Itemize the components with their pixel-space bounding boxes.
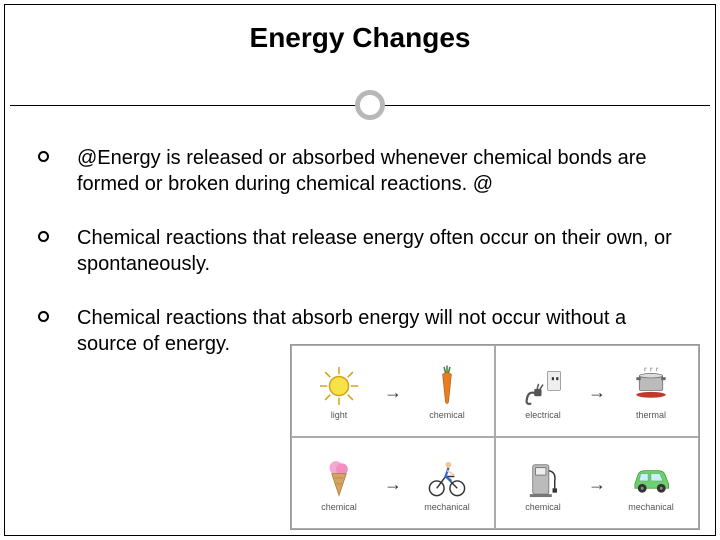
arrow-icon: → [588,474,606,495]
diagram-label: mechanical [424,502,470,512]
bullet-icon [38,231,49,242]
diagram-pair-left: electrical [505,364,580,420]
energy-diagram: light → chemical electrical → [290,344,700,530]
diagram-cell: chemical → mechanical [291,437,495,529]
sun-icon [317,364,361,408]
arrow-icon: → [384,382,402,403]
bullet-icon [38,151,49,162]
plug-icon [521,364,565,408]
carrot-icon [425,364,469,408]
diagram-pair-left: chemical [301,456,376,512]
icecream-icon [317,456,361,500]
diagram-label: electrical [525,410,561,420]
bullet-text: Chemical reactions that release energy o… [77,225,690,277]
bullet-text: @Energy is released or absorbed whenever… [77,145,690,197]
diagram-label: chemical [321,502,357,512]
car-icon [629,456,673,500]
diagram-pair-right: thermal [613,364,688,420]
gaspump-icon [521,456,565,500]
diagram-pair-right: mechanical [409,456,484,512]
diagram-pair-left: light [301,364,376,420]
diagram-label: mechanical [628,502,674,512]
diagram-pair-right: mechanical [613,456,688,512]
cyclist-icon [425,456,469,500]
diagram-pair-left: chemical [505,456,580,512]
list-item: @Energy is released or absorbed whenever… [38,145,690,197]
diagram-label: chemical [429,410,465,420]
diagram-cell: chemical → mechanical [495,437,699,529]
diagram-label: chemical [525,502,561,512]
diagram-cell: electrical → thermal [495,345,699,437]
accent-circle-icon [355,90,385,120]
diagram-cell: light → chemical [291,345,495,437]
list-item: Chemical reactions that release energy o… [38,225,690,277]
arrow-icon: → [588,382,606,403]
pot-icon [629,364,673,408]
diagram-label: light [331,410,348,420]
bullet-icon [38,311,49,322]
diagram-pair-right: chemical [409,364,484,420]
arrow-icon: → [384,474,402,495]
diagram-label: thermal [636,410,666,420]
